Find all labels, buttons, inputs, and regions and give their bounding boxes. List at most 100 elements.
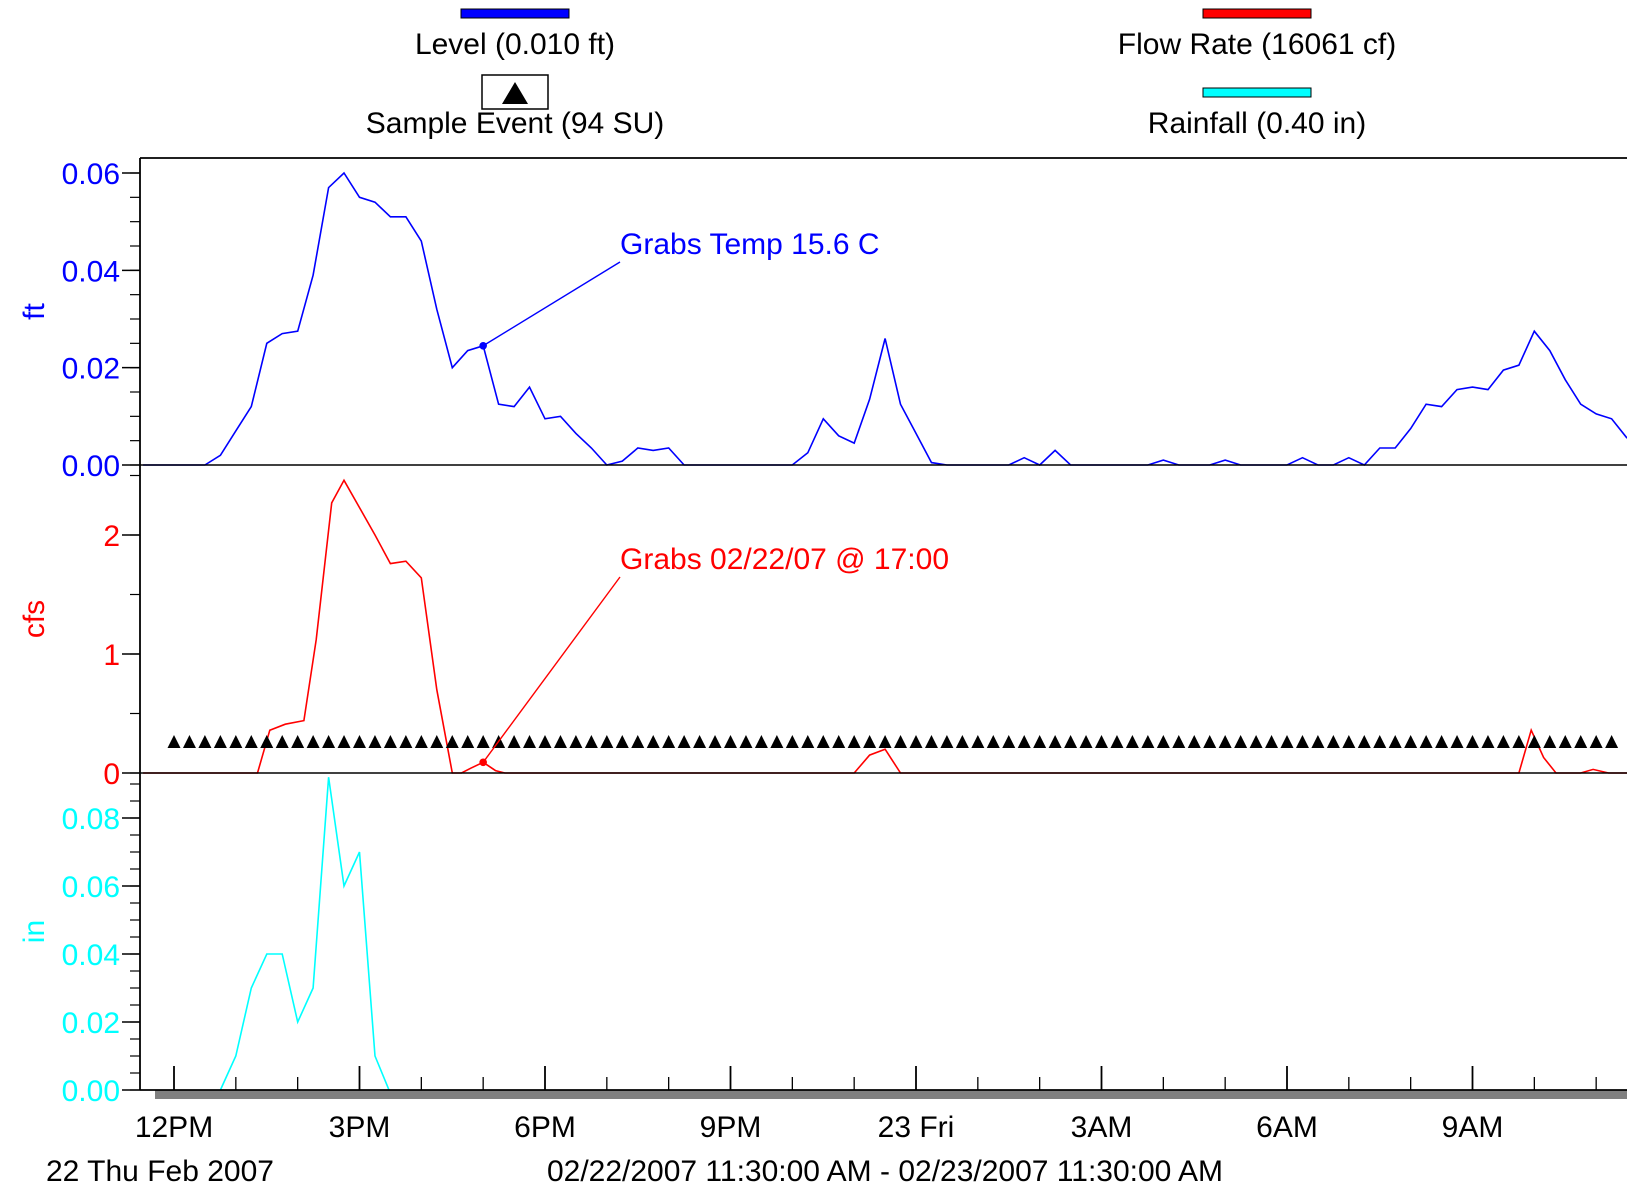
sample-event-marker	[1450, 735, 1464, 749]
sample-event-marker	[724, 735, 737, 749]
sample-event-marker	[924, 735, 938, 749]
sample-event-marker	[569, 735, 583, 749]
range-label: 02/22/2007 11:30:00 AM - 02/23/2007 11:3…	[547, 1155, 1223, 1188]
sample-event-marker	[383, 735, 397, 749]
sample-event-marker	[646, 735, 660, 749]
sample-event-marker	[1342, 735, 1356, 749]
sample-event-marker	[1187, 735, 1201, 749]
panel-rainfall: in 0.00 0.02 0.04 0.06 0.08	[18, 777, 391, 1108]
y-tick-label: 0.00	[62, 1075, 120, 1108]
sample-event-marker	[1527, 735, 1541, 749]
sample-event-marker	[1295, 735, 1309, 749]
y-tick-label: 1	[103, 639, 120, 672]
sample-event-marker	[878, 735, 892, 749]
sample-event-marker	[1203, 735, 1217, 749]
sample-event-marker	[1496, 735, 1510, 749]
sample-event-marker	[353, 735, 366, 749]
plot-frame	[139, 157, 1627, 1090]
sample-event-marker	[430, 735, 444, 749]
sample-event-marker	[1033, 735, 1047, 749]
sample-event-marker	[832, 735, 846, 749]
sample-event-marker	[986, 735, 1000, 749]
annotation-leader	[482, 576, 621, 763]
sample-event-marker	[275, 735, 289, 749]
sample-event-marker	[631, 735, 645, 749]
sample-event-marker	[523, 735, 537, 749]
sample-event-marker	[1017, 735, 1031, 749]
sample-event-marker	[1141, 735, 1155, 749]
sample-event-marker	[847, 735, 861, 749]
sample-event-marker	[229, 735, 243, 749]
sample-event-marker	[1125, 735, 1139, 749]
legend-label: Rainfall (0.40 in)	[1148, 107, 1366, 140]
legend-item: Flow Rate (16061 cf)	[1118, 8, 1396, 61]
x-tick-label: 3AM	[1071, 1111, 1133, 1144]
panel-flow-rate: cfs 0 1 2 Grabs 02/22/07 @ 17:00	[18, 474, 1627, 791]
sample-event-marker	[167, 735, 181, 749]
annotation-label: Grabs 02/22/07 @ 17:00	[620, 543, 949, 576]
annotation-point	[479, 341, 487, 350]
sample-event-marker	[1605, 735, 1619, 749]
sample-event-marker	[1110, 735, 1124, 749]
x-tick-label: 9AM	[1442, 1111, 1504, 1144]
sample-event-marker	[754, 735, 768, 749]
legend-label: Level (0.010 ft)	[415, 28, 615, 61]
sample-event-marker	[816, 735, 830, 749]
sample-event-marker	[507, 735, 521, 749]
series-line	[219, 777, 391, 1091]
y-tick-label: 0.08	[62, 803, 120, 836]
sample-event-marker	[1095, 735, 1108, 749]
sample-event-marker	[337, 735, 351, 749]
y-tick-label: 0	[103, 758, 120, 791]
sample-event-marker	[1326, 735, 1340, 749]
sample-event-marker	[445, 735, 459, 749]
sample-event-marker	[553, 735, 567, 749]
y-tick-label: 0.02	[62, 1007, 120, 1040]
legend-swatch	[1202, 8, 1312, 19]
series-line	[143, 171, 1627, 466]
annotation-point	[479, 758, 487, 767]
sample-event-marker	[476, 735, 490, 749]
sample-event-marker	[1234, 735, 1248, 749]
x-tick-label: 12PM	[135, 1111, 213, 1144]
y-tick-label: 0.04	[62, 939, 120, 972]
sample-event-marker	[909, 735, 923, 749]
sample-event-marker	[1574, 735, 1588, 749]
sample-event-marker	[863, 735, 877, 749]
sample-event-marker	[693, 735, 707, 749]
sample-event-marker	[461, 735, 475, 749]
sample-event-marker	[708, 735, 722, 749]
sample-event-marker	[1156, 735, 1170, 749]
series-line	[143, 478, 1627, 774]
sample-event-marker	[1218, 735, 1232, 749]
sample-event-marker	[785, 735, 799, 749]
sample-event-marker	[1435, 735, 1449, 749]
sample-event-marker	[213, 735, 227, 749]
sample-event-marker	[399, 735, 413, 749]
sample-event-marker	[1404, 735, 1418, 749]
sample-event-marker	[739, 735, 753, 749]
sample-event-marker	[600, 735, 614, 749]
sample-event-marker	[1002, 735, 1016, 749]
y-tick-label: 0.04	[62, 255, 120, 288]
y-axis-label: cfs	[18, 600, 51, 638]
sample-event-marker	[414, 735, 428, 749]
sample-event-marker	[291, 735, 305, 749]
legend-item: Rainfall (0.40 in)	[1148, 87, 1366, 140]
sample-event-marker	[1249, 735, 1263, 749]
date-label: 22 Thu Feb 2007	[46, 1155, 274, 1188]
sample-event-marker	[538, 735, 552, 749]
legend: Level (0.010 ft) Flow Rate (16061 cf) Samp…	[366, 8, 1396, 140]
sample-event-marker	[1079, 735, 1093, 749]
x-tick-label: 6PM	[514, 1111, 576, 1144]
x-tick-label: 23 Fri	[878, 1111, 955, 1144]
sample-event-marker	[677, 735, 691, 749]
legend-swatch	[1202, 87, 1312, 98]
sample-event-marker	[1265, 735, 1279, 749]
x-tick-label: 3PM	[329, 1111, 391, 1144]
sample-event-marker	[1048, 735, 1062, 749]
sample-event-icon	[502, 82, 528, 104]
legend-item: Level (0.010 ft)	[415, 8, 615, 61]
sample-event-marker	[182, 735, 196, 749]
sample-event-marker	[1373, 735, 1387, 749]
